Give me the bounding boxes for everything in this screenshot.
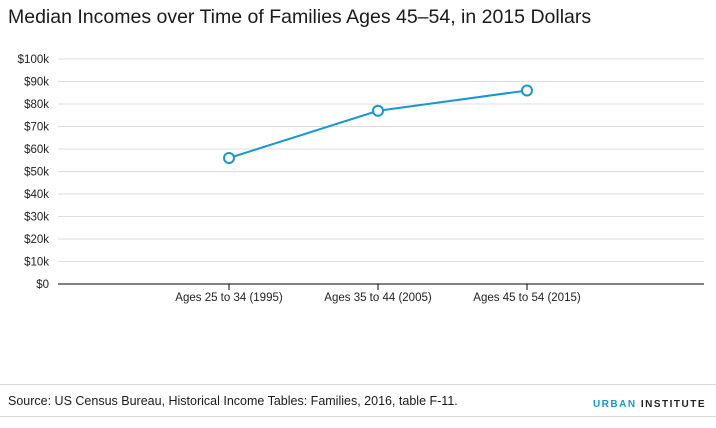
gridlines bbox=[58, 58, 704, 262]
x-tick-label: Ages 45 to 54 (2015) bbox=[473, 292, 581, 304]
y-tick-label: $20k bbox=[24, 234, 49, 246]
series bbox=[223, 84, 533, 164]
brand-logo-part1: URBAN bbox=[592, 399, 637, 410]
x-tick-label: Ages 25 to 34 (1995) bbox=[175, 292, 283, 304]
series-line bbox=[228, 89, 528, 159]
y-tick-label: $100k bbox=[18, 54, 50, 66]
y-tick-label: $80k bbox=[24, 99, 49, 111]
source-note: Source: US Census Bureau, Historical Inc… bbox=[8, 394, 458, 408]
data-point bbox=[223, 152, 235, 164]
data-point bbox=[521, 84, 533, 97]
y-tick-label: $50k bbox=[24, 167, 49, 179]
x-axis: Ages 25 to 34 (1995) Ages 35 to 44 (2005)… bbox=[58, 283, 704, 304]
y-tick-label: $90k bbox=[24, 77, 49, 89]
y-tick-label: $30k bbox=[24, 212, 49, 224]
brand-logo-part2: INSTITUTE bbox=[640, 399, 706, 410]
y-tick-label: $40k bbox=[24, 189, 49, 201]
line-chart: $0 $10k $20k $30k $40k $50k $60k $70k $80k $90k $1… bbox=[18, 54, 704, 304]
y-tick-label: $10k bbox=[24, 257, 49, 269]
chart-title: Median Incomes over Time of Families Age… bbox=[8, 6, 592, 28]
y-tick-label: $60k bbox=[24, 144, 49, 156]
footer-bottom-divider bbox=[0, 416, 716, 417]
footer-divider bbox=[0, 384, 716, 385]
y-axis-tick-labels: $0 $10k $20k $30k $40k $50k $60k $70k $80k $90k $1… bbox=[18, 54, 50, 291]
data-point bbox=[372, 104, 384, 117]
y-tick-label: $0 bbox=[36, 279, 49, 291]
y-tick-label: $70k bbox=[24, 122, 49, 134]
x-tick-label: Ages 35 to 44 (2005) bbox=[324, 292, 432, 304]
brand-logo: URBAN INSTITUTE bbox=[593, 399, 706, 410]
